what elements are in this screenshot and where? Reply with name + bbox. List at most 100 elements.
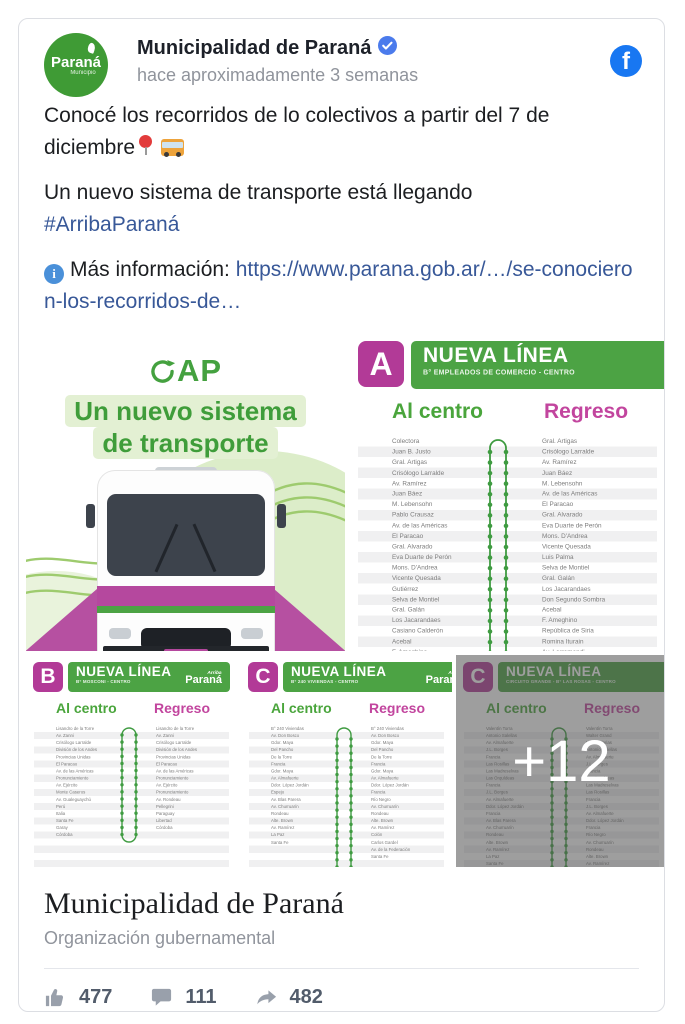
stops-al-centro: Lisandro de la Torre Av. Zanni Crisólogo L… [56,725,97,839]
photo-line-c2-more[interactable]: C NUEVA LÍNEA CIRCUITO GRANDE - B° LAS R… [456,655,664,867]
stop-name: Don Segundo Sombra [542,595,606,603]
line-letter-badge: A [358,341,404,387]
stops-regreso: Gral. Artigas Crisólogo Larralde Av. Ramír… [542,436,605,651]
page-name-link[interactable]: Municipalidad de Paraná [137,36,372,59]
stop-name: Ddor. López Jordán [271,782,309,788]
post-image-grid: AP Un nuevo sistema de transporte [26,331,664,867]
post-paragraph-2: Un nuevo sistema de transporte está lleg… [44,177,636,241]
stop-name: Crisólogo Larralde [56,740,92,746]
stop-name: Gdor. Maya [371,768,394,774]
stop-name: Pronunciamiento [56,775,89,781]
facebook-logo[interactable]: f [610,45,642,77]
banner-subtitle: B° EMPLEADOS DE COMERCIO - CENTRO [423,368,575,376]
stop-name: Espejo [271,790,285,795]
info-label: Más información: [70,258,230,281]
stop-name: Crisólogo Larralde [156,740,192,746]
post-card: Paraná Municipio Municipalidad de Paraná… [18,18,665,1012]
stop-name: Juan Báez [542,469,573,477]
stop-name: Av. Don Bosco [271,733,300,739]
stop-name: B° 240 Viviendas [371,726,404,731]
line-banner: NUEVA LÍNEA B° EMPLEADOS DE COMERCIO - C… [411,341,664,389]
stop-name: Av. Almafuerte [371,775,399,781]
column-header-al-centro: Al centro [56,700,117,716]
likes-stat[interactable]: 477 [44,986,112,1009]
page-info: Municipalidad de Paraná Organización gub… [19,867,664,949]
stop-name: Av. Zanni [56,733,74,739]
stop-name: Av. Rondeau [156,797,181,802]
post-text: Conocé los recorridos de lo colectivos a… [19,92,664,318]
line-banner: NUEVA LÍNEA B° 240 VIVIENDAS - CENTRO Ar… [283,662,452,692]
page-title-link[interactable]: Municipalidad de Paraná [44,887,344,920]
stop-name: Alte. Brown [271,818,294,824]
more-photos-overlay[interactable]: +12 [456,655,664,867]
stop-name: Acebal [392,638,412,646]
stop-name: Av. de las Américas [56,768,94,774]
stop-name: Santa Fe [56,818,74,824]
stop-name: Monte Caseros [56,790,86,795]
stop-name: División de los Andes [56,747,98,753]
stop-name: Libertad [156,818,172,824]
stop-name: Lisandro de la Torre [156,726,195,731]
stop-name: Gral. Alvarado [542,511,583,519]
promo-title: Un nuevo sistema de transporte [26,395,345,459]
photo-line-a[interactable]: A NUEVA LÍNEA B° EMPLEADOS DE COMERCIO -… [348,331,664,651]
shares-count: 482 [289,986,323,1008]
stop-name: Colón [371,832,383,838]
route-stop-list: Colectora Juan B. Justo Gral. Artigas Crisó… [358,436,657,651]
stop-name: Av. Zanni [156,733,174,739]
route-line-graphic [487,439,509,651]
stop-name: Av. Ramírez [371,825,395,831]
page-category: Organización gubernamental [44,928,276,948]
column-header-al-centro: Al centro [392,400,484,423]
comments-stat[interactable]: 111 [150,986,217,1009]
external-link[interactable]: https://www.parana.gob.ar/…/se-conociero… [44,258,633,313]
stop-name: De la Torre [271,754,293,760]
ap-logo: AP [26,353,345,389]
arriba-parana-logo: Arriba Paraná [185,669,222,686]
line-banner: NUEVA LÍNEA B° MOSCONI - CENTRO Arriba P… [68,662,230,692]
stop-name: Av. Ejército [56,782,78,788]
stop-name: Gral. Galán [392,606,425,614]
stop-name: Rondeau [271,811,289,817]
column-header-regreso: Regreso [544,400,629,423]
stop-name: Acebal [542,606,562,614]
stop-name: Río Negro [371,797,391,802]
stop-name: Gutiérrez [392,585,419,593]
shares-stat[interactable]: 482 [255,986,323,1009]
photo-line-b[interactable]: B NUEVA LÍNEA B° MOSCONI - CENTRO Arriba… [26,655,237,867]
stop-name: Casiano Calderón [392,627,444,635]
verified-badge-icon [377,36,397,60]
stop-name: Santa Fe [371,853,389,859]
stop-name: Francia [271,761,286,767]
stop-name: El Paracao [392,532,424,540]
stop-name: B° 240 Viviendas [271,726,304,731]
stop-name: Av. Ramírez [392,479,427,487]
hashtag-link[interactable]: #ArribaParaná [44,213,180,236]
circular-arrow-icon [151,360,176,383]
post-timestamp[interactable]: hace aproximadamente 3 semanas [137,65,419,85]
stop-name: Alte. Brown [371,818,394,824]
stop-name: Av. Ramírez [271,825,295,831]
column-header-al-centro: Al centro [271,700,332,716]
round-pushpin-emoji [139,135,153,156]
photo-line-c[interactable]: C NUEVA LÍNEA B° 240 VIVIENDAS - CENTRO … [241,655,452,867]
stop-name: Provincias Unidas [156,754,191,760]
stop-name: Santa Fe [271,839,289,845]
avatar-text: Paraná [50,53,102,71]
banner-title: NUEVA LÍNEA [76,664,172,679]
stop-name: Selva de Montiel [392,595,440,603]
stop-name: Gdor. Maya [271,740,294,746]
stop-name: Garay [56,825,68,831]
page-avatar[interactable]: Paraná Municipio [44,33,108,97]
stop-name: Juan Báez [392,490,423,498]
stop-name: Gdor. Maya [371,740,394,746]
stop-name: Pablo Crausaz [392,511,434,519]
divider [44,968,639,969]
photo-promo-bus[interactable]: AP Un nuevo sistema de transporte [26,331,345,651]
stop-name: Crisólogo Larralde [542,448,595,456]
share-arrow-icon [256,990,276,1005]
stop-name: Av. Almafuerte [271,775,299,781]
stop-name: Ddor. López Jordán [371,782,409,788]
stops-regreso: B° 240 Viviendas Av. Don Bosco Gdor. Maya D… [371,725,410,860]
stop-name: Lisandro de la Torre [56,726,95,731]
